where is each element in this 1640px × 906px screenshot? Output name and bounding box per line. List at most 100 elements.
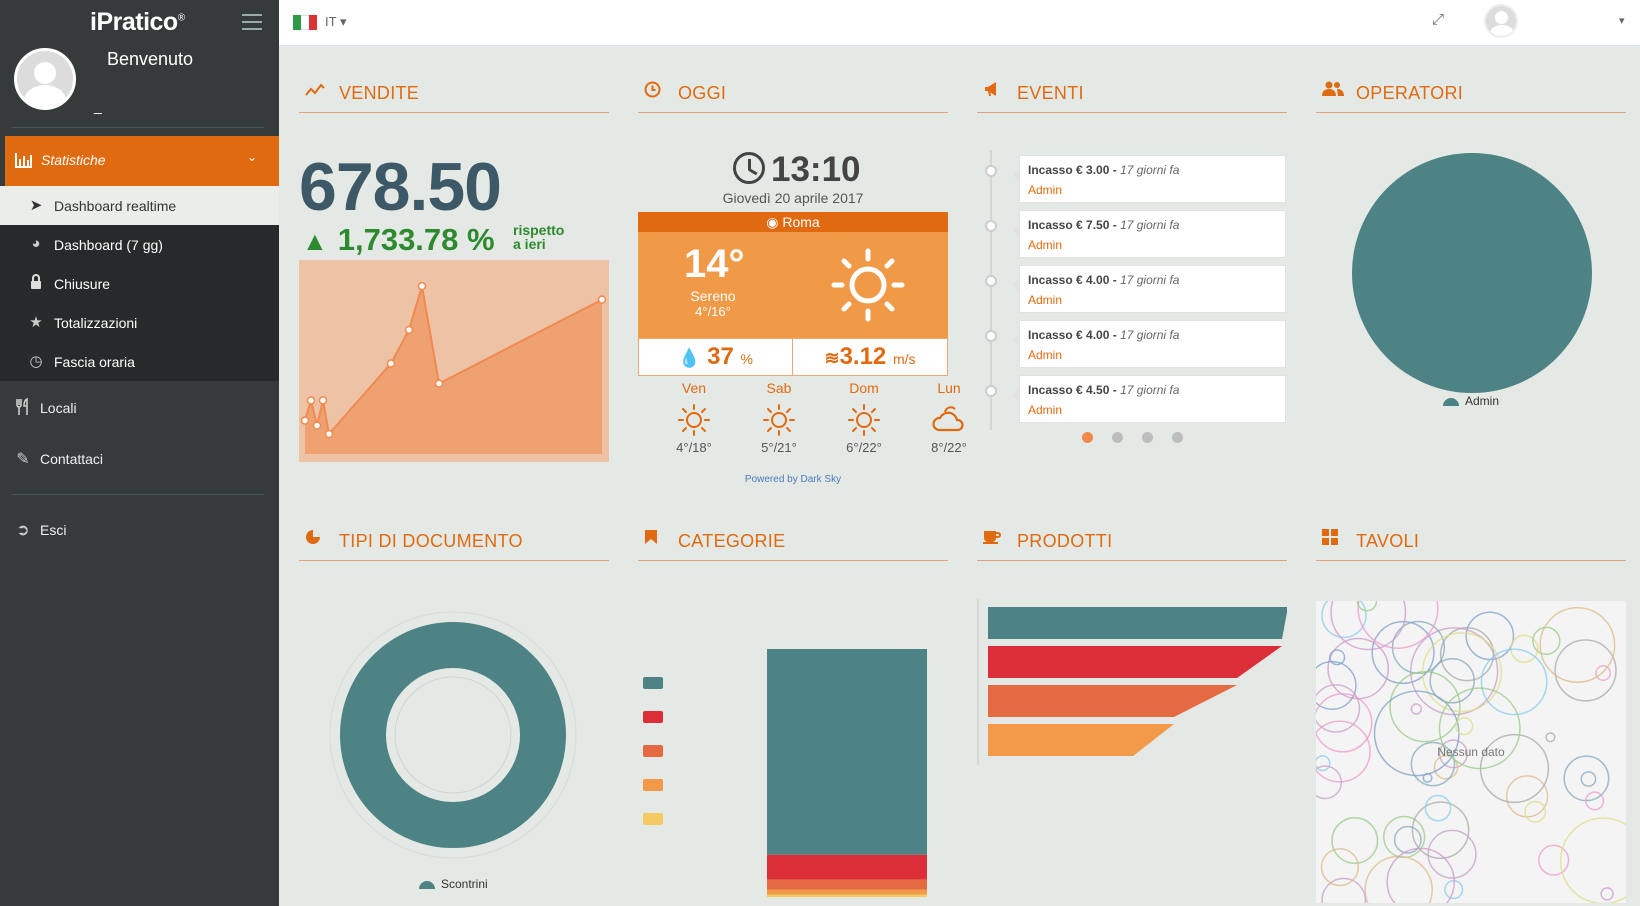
pager-dot[interactable] — [1112, 432, 1123, 443]
bubble — [1539, 606, 1616, 683]
bubble — [1438, 687, 1521, 770]
pager-dot[interactable] — [1172, 432, 1183, 443]
language-selector[interactable]: IT ▾ — [325, 14, 347, 29]
bubble — [1465, 611, 1515, 661]
bubble — [1316, 693, 1373, 753]
event-card[interactable]: Incasso € 3.00 - 17 giorni fa Admin — [1013, 155, 1286, 203]
panel-title: VENDITE — [339, 83, 420, 103]
pager-dot[interactable] — [1142, 432, 1153, 443]
product-bar[interactable] — [988, 646, 1282, 678]
temperature: 14° — [684, 242, 745, 286]
products-funnel-chart — [977, 599, 1287, 765]
sales-point[interactable] — [324, 429, 334, 439]
sales-point[interactable] — [386, 359, 396, 368]
sales-change-value: 1,733.78 % — [337, 222, 495, 257]
italian-flag-icon[interactable] — [293, 15, 317, 30]
event-card[interactable]: Incasso € 7.50 - 17 giorni fa Admin — [1013, 210, 1286, 258]
submenu: ➤ Dashboard realtime ◕ Dashboard (7 gg) … — [0, 186, 279, 381]
weather-widget: ◉ Roma 14° Sereno 4°/16° 💧 37 % ≋3.12 m/… — [638, 212, 948, 376]
forecast-day-label: Lun — [937, 380, 961, 396]
category-bar-segment[interactable] — [767, 649, 927, 855]
sales-point[interactable] — [306, 396, 316, 405]
sidebar: iPratico® Benvenuto _ Statistiche ⌄ ➤ Da… — [0, 0, 279, 906]
forecast-day-label: Dom — [849, 380, 879, 396]
category-bar-segment[interactable] — [767, 879, 927, 890]
menu-toggle-icon[interactable] — [242, 14, 262, 30]
bubble — [1438, 739, 1468, 769]
trend-line-icon — [305, 81, 325, 101]
sales-point[interactable] — [404, 325, 414, 335]
bubble — [1389, 671, 1461, 743]
sales-point[interactable] — [312, 421, 322, 430]
panel-operatori: OPERATORI — [1316, 73, 1626, 113]
sidebar-item-label: Fascia oraria — [54, 354, 135, 370]
product-bar[interactable] — [988, 685, 1237, 717]
pie-slice-admin[interactable] — [1352, 153, 1592, 393]
panel-title: OPERATORI — [1356, 83, 1464, 103]
compare-label: rispetto a ieri — [513, 222, 565, 252]
sidebar-item-contattaci[interactable]: ✎ Contattaci — [0, 439, 279, 479]
sidebar-item-dashboard-realtime[interactable]: ➤ Dashboard realtime — [0, 186, 279, 225]
event-card[interactable]: Incasso € 4.00 - 17 giorni fa Admin — [1013, 265, 1286, 313]
product-bar[interactable] — [988, 724, 1174, 756]
bubble — [1421, 632, 1503, 713]
sales-area — [305, 286, 602, 454]
bubble — [1316, 755, 1331, 772]
bubble — [1538, 844, 1570, 876]
event-user: Admin — [1028, 348, 1063, 362]
forecast-day: Dom 6°/22° — [834, 380, 894, 455]
powered-by-link[interactable]: Powered by Dark Sky — [744, 474, 842, 485]
panel-title: TIPI DI DOCUMENTO — [339, 531, 523, 551]
timeline-dot — [985, 330, 997, 342]
legend-item: Admin — [1443, 394, 1499, 408]
user-avatar[interactable] — [1484, 4, 1518, 38]
app-logo[interactable]: iPratico® — [90, 8, 185, 36]
forecast-day: Lun 8°/22° — [919, 380, 979, 455]
bubble — [1559, 817, 1626, 903]
droplets-icon: 💧 — [678, 348, 701, 368]
forecast-day-label: Ven — [681, 380, 707, 396]
sidebar-item-totalizzazioni[interactable]: ★ Totalizzazioni — [0, 303, 279, 342]
panel-header: TAVOLI — [1316, 521, 1626, 561]
sidebar-item-dashboard-7gg[interactable]: ◕ Dashboard (7 gg) — [0, 225, 279, 264]
event-user: Admin — [1028, 403, 1063, 417]
bubble — [1320, 847, 1360, 887]
sales-point[interactable] — [597, 295, 607, 304]
bubble — [1386, 847, 1456, 903]
panel-tavoli: TAVOLI — [1316, 521, 1626, 561]
bubble — [1364, 855, 1433, 903]
user-menu-caret-icon[interactable]: ▾ — [1619, 15, 1625, 27]
sidebar-item-label: Dashboard (7 gg) — [54, 237, 163, 253]
forecast-range: 6°/22° — [846, 440, 882, 455]
category-bar-segment[interactable] — [767, 889, 927, 895]
pager-dot[interactable] — [1082, 432, 1093, 443]
category-bar-segment[interactable] — [767, 854, 927, 880]
sidebar-header: iPratico® — [0, 0, 279, 45]
sidebar-item-fascia-oraria[interactable]: ◷ Fascia oraria — [0, 342, 279, 381]
sidebar-item-chiusure[interactable]: Chiusure — [0, 264, 279, 303]
event-user: Admin — [1028, 238, 1063, 252]
sales-point[interactable] — [417, 281, 427, 291]
bubble — [1316, 765, 1343, 800]
pie-chart-icon — [305, 529, 321, 550]
sales-point[interactable] — [434, 379, 444, 388]
donut-slice-scontrini[interactable] — [340, 622, 566, 848]
timeline-dot — [985, 275, 997, 287]
bubble — [1424, 794, 1452, 822]
sales-point[interactable] — [300, 416, 310, 425]
event-card[interactable]: Incasso € 4.00 - 17 giorni fa Admin — [1013, 320, 1286, 368]
sidebar-item-statistiche[interactable]: Statistiche ⌄ — [5, 136, 279, 186]
sidebar-item-esci[interactable]: ➲ Esci — [0, 510, 279, 550]
bubble — [1316, 684, 1361, 733]
panel-title: CATEGORIE — [678, 531, 786, 551]
welcome-text: Benvenuto — [107, 49, 194, 69]
forecast-range: 4°/18° — [676, 440, 712, 455]
product-bar[interactable] — [988, 607, 1287, 639]
sidebar-item-locali[interactable]: Locali — [0, 388, 279, 428]
sales-point[interactable] — [318, 396, 328, 405]
category-bar-segment[interactable] — [767, 894, 927, 897]
fullscreen-icon[interactable]: ⤢ — [1432, 11, 1445, 28]
event-card[interactable]: Incasso € 4.50 - 17 giorni fa Admin — [1013, 375, 1286, 423]
bubble-background — [1316, 601, 1626, 903]
wind-icon: ≋ — [824, 348, 840, 368]
